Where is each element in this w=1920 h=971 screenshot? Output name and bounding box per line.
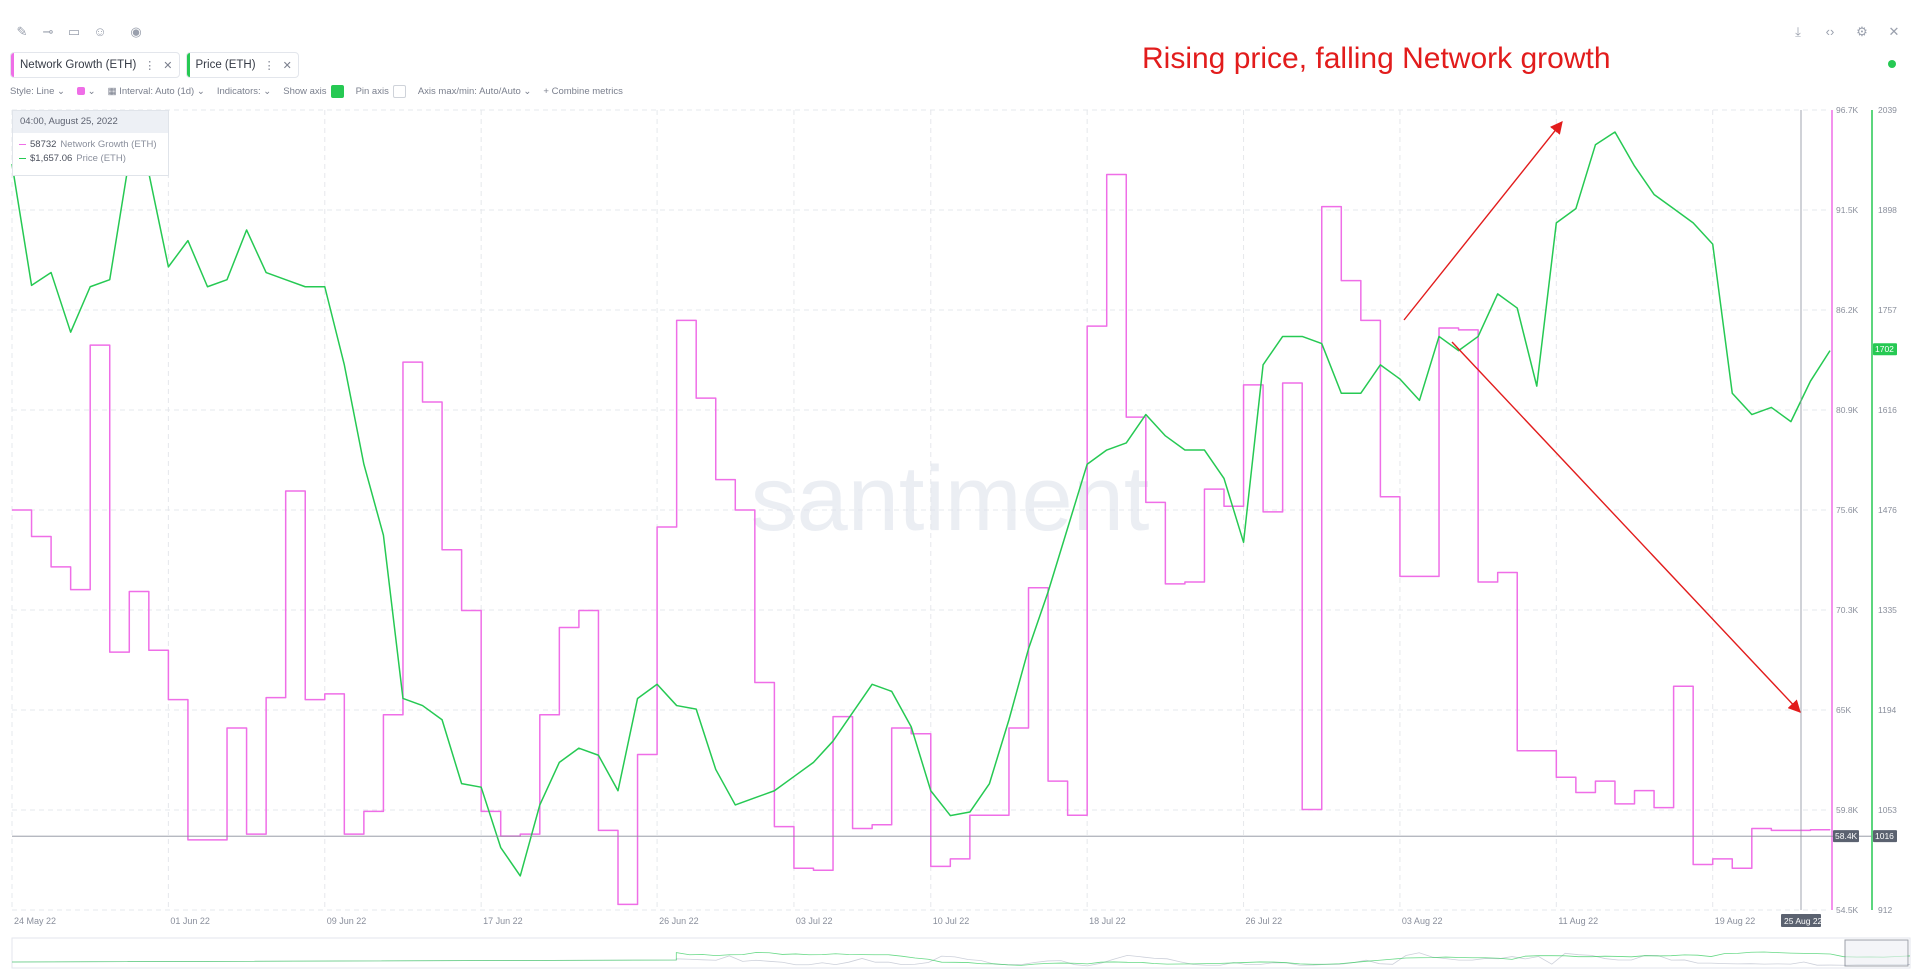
crosshair-value-label: 1016 [1875,831,1894,841]
price-axis-tick-label: 1194 [1878,705,1897,715]
ng-axis-tick-label: 96.7K [1836,105,1859,115]
download-icon[interactable]: ⤓ [1795,24,1801,39]
x-tick-label: 11 Aug 22 [1558,916,1598,926]
ng-axis-tick-label: 75.6K [1836,505,1859,515]
eye-icon[interactable]: ◉ [130,24,142,39]
show-axis-toggle[interactable]: Show axis [283,85,344,98]
tooltip-price-label: Price (ETH) [76,153,126,164]
chart-actions: ⤓ ‹› ⚙ ✕ [1790,24,1902,40]
ng-current-label: 58.4K [1835,831,1858,841]
chart-tooltip: 04:00, August 25, 2022 58732 Network Gro… [12,110,169,176]
metric-tabs: Network Growth (ETH) ⋮ ✕ Price (ETH) ⋮ ✕ [10,52,299,78]
falling-network-arrow [1451,341,1801,713]
x-tick-label: 03 Aug 22 [1402,916,1443,926]
network-growth-color-bar [11,53,14,77]
price-current-label: 1702 [1875,344,1894,354]
more-options-icon[interactable]: ⋮ [263,59,275,72]
price-axis-tick-label: 1476 [1878,505,1897,515]
ng-axis-tick-label: 80.9K [1836,405,1859,415]
x-highlight-badge [1781,914,1821,927]
ng-axis-tick-label: 54.5K [1836,905,1859,915]
price-current-badge [1873,343,1897,356]
x-tick-label: 17 Jun 22 [483,916,523,926]
price-axis-tick-label: 1616 [1878,405,1897,415]
tooltip-date: 04:00, August 25, 2022 [13,111,168,133]
tooltip-network-growth: 58732 Network Growth (ETH) [13,139,168,150]
price-axis-tick-label: 912 [1878,905,1892,915]
tab-label: Price (ETH) [195,59,256,71]
x-highlight-label: 25 Aug 22 [1784,916,1823,926]
x-tick-label: 09 Jun 22 [327,916,367,926]
embed-icon[interactable]: ‹› [1825,24,1835,39]
metric-settings: Style: Line ⌄ ⌄ ▦ Interval: Auto (1d) ⌄ … [10,85,623,98]
calendar-icon: ▦ [107,86,117,97]
drawing-toolbar: ✎ ⊸ ▭ ☺ ◉ [14,24,144,40]
axis-minmax-select[interactable]: Axis max/min: Auto/Auto ⌄ [417,86,532,97]
network-growth-line [12,173,1831,906]
color-select[interactable]: ⌄ [76,86,96,97]
color-swatch [76,87,85,96]
settings-icon[interactable]: ⚙ [1856,24,1868,39]
pin-axis-checkbox[interactable] [392,85,406,98]
live-status-dot [1888,60,1896,68]
tooltip-price: $1,657.06 Price (ETH) [13,153,168,164]
price-axis-tick-label: 1053 [1878,805,1897,815]
price-axis-tick-label: 1335 [1878,605,1897,615]
price-axis-tick-label: 1898 [1878,205,1897,215]
emoji-icon[interactable]: ☺ [93,24,107,39]
ng-axis-tick-label: 70.3K [1836,605,1859,615]
price-color-bar [186,53,190,77]
price-axis-tick-label: 1757 [1878,305,1897,315]
navigator-line [11,951,1911,966]
note-icon[interactable]: ▭ [67,24,81,39]
ng-axis-tick-label: 91.5K [1836,205,1859,215]
tab-network-growth[interactable]: Network Growth (ETH) ⋮ ✕ [10,52,180,78]
combine-metrics-button[interactable]: + Combine metrics [543,86,623,97]
remove-metric-icon[interactable]: ✕ [163,59,173,72]
more-options-icon[interactable]: ⋮ [144,59,156,72]
ng-current-badge [1833,830,1859,843]
x-tick-label: 10 Jul 22 [933,916,970,926]
ng-axis-tick-label: 86.2K [1836,305,1859,315]
price-line [11,131,1831,877]
annotation-text: Rising price, falling Network growth [1142,42,1611,75]
show-axis-checkbox[interactable] [330,85,344,98]
tab-price[interactable]: Price (ETH) ⋮ ✕ [185,52,299,78]
ng-axis-tick-label: 59.8K [1836,805,1859,815]
tooltip-ng-value: 58732 [30,139,57,150]
tooltip-price-value: $1,657.06 [30,153,73,164]
ng-axis-tick-label: 65K [1836,705,1851,715]
navigator [11,937,1911,969]
horizontal-line-icon[interactable]: ⊸ [42,24,54,39]
interval-select[interactable]: ▦ Interval: Auto (1d) ⌄ [107,86,205,97]
rising-price-arrow [1403,121,1563,321]
indicators-select[interactable]: Indicators: ⌄ [216,86,272,97]
tab-label: Network Growth (ETH) [20,59,137,71]
price-axis-tick-label: 2039 [1878,105,1897,115]
price-legend-line [19,157,26,160]
pen-icon[interactable]: ✎ [16,24,28,39]
tooltip-ng-label: Network Growth (ETH) [60,139,157,150]
x-tick-label: 01 Jun 22 [170,916,210,926]
x-tick-label: 24 May 22 [14,916,56,926]
close-icon[interactable]: ✕ [1888,24,1900,39]
pin-axis-toggle[interactable]: Pin axis [356,85,406,98]
navigator-selection [1844,939,1909,967]
remove-metric-icon[interactable]: ✕ [282,59,292,72]
x-tick-label: 03 Jul 22 [796,916,833,926]
network-growth-legend-line [19,143,26,146]
crosshair-value-badge [1873,830,1897,843]
style-select[interactable]: Style: Line ⌄ [10,86,65,97]
x-tick-label: 26 Jul 22 [1246,916,1283,926]
x-tick-label: 18 Jul 22 [1089,916,1126,926]
x-tick-label: 19 Aug 22 [1715,916,1756,926]
x-tick-label: 26 Jun 22 [659,916,699,926]
watermark: santiment [751,448,1150,550]
